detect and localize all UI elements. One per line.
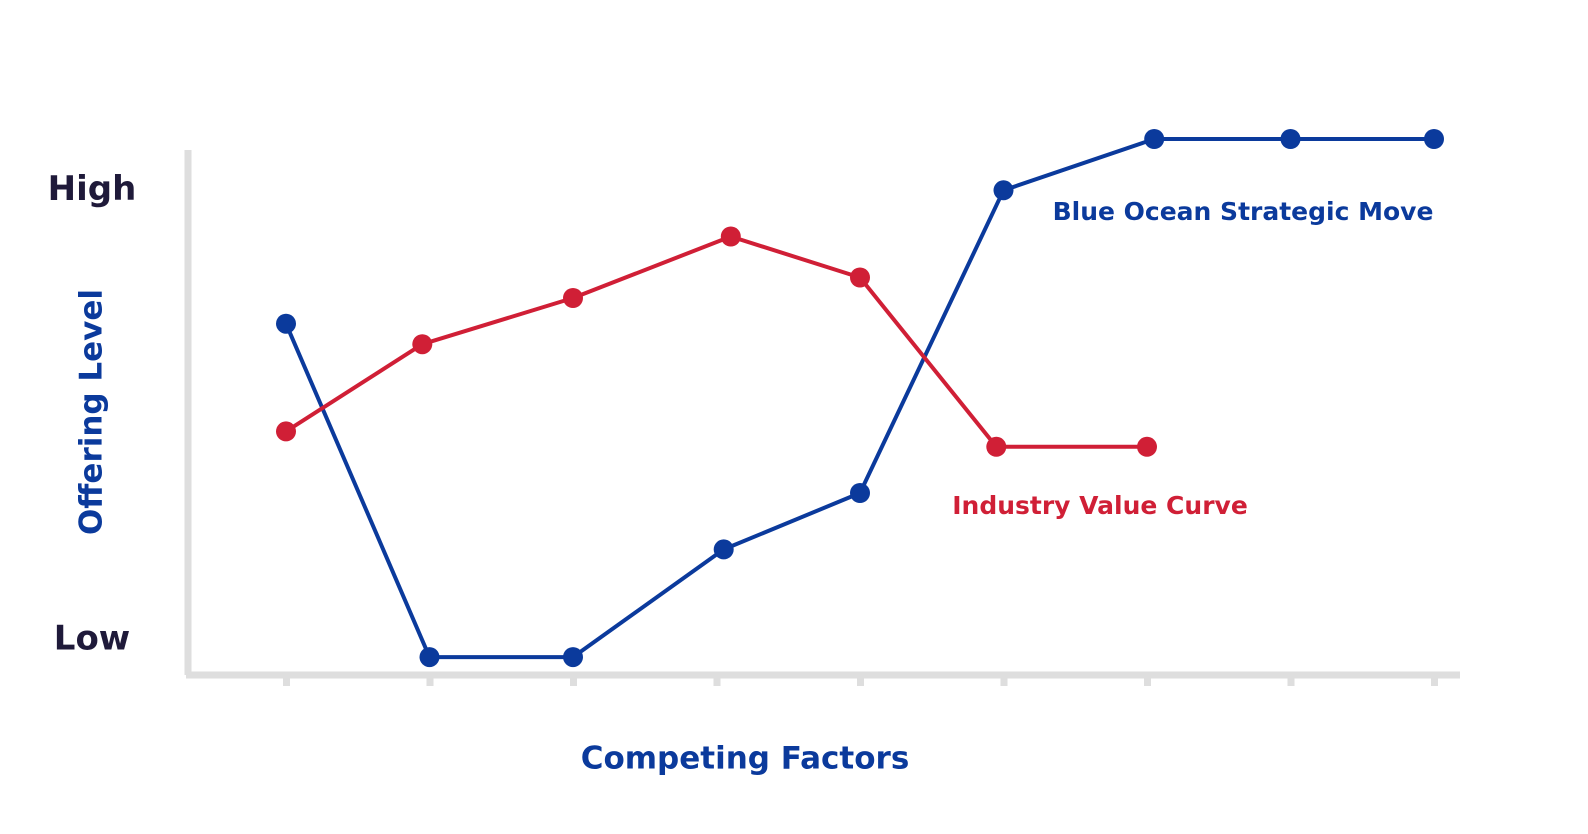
blue-ocean-point-6	[993, 180, 1014, 201]
series-layer	[276, 129, 1444, 668]
industry-value-point-2	[412, 334, 433, 355]
industry-value-point-3	[563, 288, 583, 308]
blue-ocean-point-5	[850, 483, 870, 503]
y-level-high-label: High	[48, 169, 137, 209]
x-tick-1	[283, 676, 290, 686]
x-tick-5	[857, 676, 864, 686]
x-tick-6	[1000, 676, 1008, 686]
industry-value-point-1	[276, 421, 296, 442]
x-axis-title: Competing Factors	[581, 741, 910, 777]
x-tick-2	[426, 676, 434, 686]
blue-ocean-point-3	[563, 647, 583, 668]
blue-ocean-point-8	[1280, 129, 1301, 149]
x-tick-marks	[283, 676, 1438, 686]
industry-value-point-4	[720, 226, 741, 247]
blue-ocean-series-label: Blue Ocean Strategic Move	[1053, 197, 1434, 226]
x-tick-4	[713, 676, 721, 686]
industry-value-series-label: Industry Value Curve	[952, 491, 1248, 520]
x-tick-3	[570, 676, 577, 686]
blue-ocean-point-4	[713, 539, 734, 560]
blue-ocean-point-1	[276, 313, 296, 334]
blue-ocean-point-7	[1144, 129, 1165, 149]
y-axis-title: Offering Level	[74, 289, 110, 535]
x-tick-7	[1144, 676, 1151, 686]
x-tick-8	[1287, 676, 1295, 686]
blue-ocean-point-2	[419, 647, 440, 668]
x-tick-9	[1431, 676, 1438, 686]
y-level-low-label: Low	[54, 619, 130, 659]
industry-value-point-5	[850, 267, 870, 288]
industry-value-point-6	[986, 436, 1007, 457]
blue-ocean-point-9	[1424, 129, 1444, 149]
industry-value-point-7	[1137, 436, 1157, 457]
